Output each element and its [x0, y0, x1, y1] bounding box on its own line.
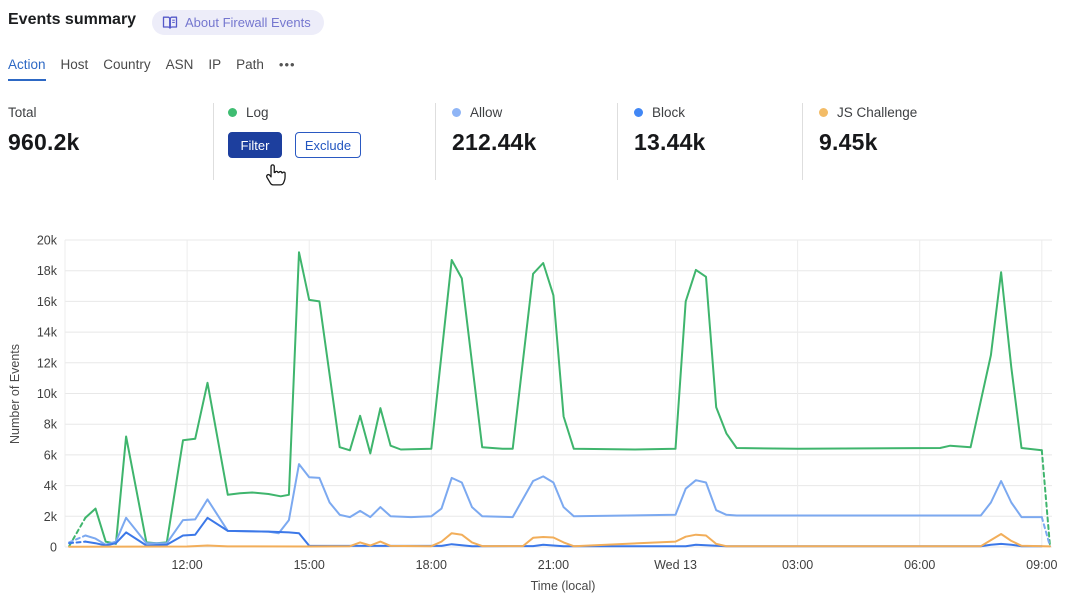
divider: [435, 103, 436, 180]
total-value: 960.2k: [8, 129, 80, 155]
svg-text:2k: 2k: [44, 510, 58, 524]
svg-text:16k: 16k: [37, 295, 58, 309]
book-icon: [162, 16, 178, 29]
svg-text:4k: 4k: [44, 479, 58, 493]
svg-text:03:00: 03:00: [782, 558, 813, 572]
tab-host[interactable]: Host: [60, 57, 89, 72]
stat-js-challenge[interactable]: JS Challenge 9.45k: [819, 105, 917, 156]
svg-text:Number of Events: Number of Events: [8, 344, 22, 444]
stat-allow[interactable]: Allow 212.44k: [452, 105, 537, 156]
svg-text:18:00: 18:00: [416, 558, 447, 572]
log-label: Log: [246, 105, 269, 120]
svg-text:8k: 8k: [44, 418, 58, 432]
svg-text:20k: 20k: [37, 234, 58, 248]
more-tabs-ellipsis-icon[interactable]: •••: [278, 57, 296, 72]
exclude-button[interactable]: Exclude: [295, 132, 361, 158]
events-time-series-chart[interactable]: 0 2k 4k 6k 8k 10k 12k 14k 16k 18k 20k 12:00 15:00 18:…: [0, 228, 1068, 598]
svg-text:15:00: 15:00: [294, 558, 325, 572]
block-legend-dot: [634, 108, 643, 117]
svg-text:10k: 10k: [37, 387, 58, 401]
tab-asn[interactable]: ASN: [165, 57, 194, 72]
svg-text:Wed 13: Wed 13: [654, 558, 697, 572]
divider: [617, 103, 618, 180]
tab-path[interactable]: Path: [236, 57, 264, 72]
log-legend-dot: [228, 108, 237, 117]
js-challenge-label: JS Challenge: [837, 105, 918, 120]
filter-button[interactable]: Filter: [228, 132, 282, 158]
svg-text:Time (local): Time (local): [531, 579, 596, 593]
allow-label: Allow: [470, 105, 503, 120]
js-challenge-value: 9.45k: [819, 129, 878, 155]
cursor-pointer-icon: [266, 164, 286, 186]
svg-text:18k: 18k: [37, 264, 58, 278]
svg-text:6k: 6k: [44, 448, 58, 462]
block-label: Block: [652, 105, 686, 120]
total-label: Total: [8, 105, 37, 120]
svg-text:12:00: 12:00: [171, 558, 202, 572]
block-value: 13.44k: [634, 129, 706, 155]
dimension-tabs: Action Host Country ASN IP Path •••: [8, 57, 296, 81]
stat-total: Total 960.2k: [8, 105, 80, 156]
js-challenge-legend-dot: [819, 108, 828, 117]
allow-value: 212.44k: [452, 129, 537, 155]
tab-country[interactable]: Country: [103, 57, 151, 72]
stat-log[interactable]: Log Filter Exclude: [228, 105, 361, 158]
about-badge-label: About Firewall Events: [185, 15, 311, 30]
divider: [213, 103, 214, 180]
about-firewall-events-link[interactable]: About Firewall Events: [152, 10, 324, 35]
svg-text:06:00: 06:00: [904, 558, 935, 572]
stat-block[interactable]: Block 13.44k: [634, 105, 706, 156]
page-title: Events summary: [8, 11, 137, 28]
tab-action[interactable]: Action: [8, 57, 46, 81]
svg-text:14k: 14k: [37, 326, 58, 340]
svg-text:12k: 12k: [37, 356, 58, 370]
svg-text:0: 0: [50, 541, 57, 555]
tab-ip[interactable]: IP: [208, 57, 222, 72]
svg-text:09:00: 09:00: [1026, 558, 1057, 572]
allow-legend-dot: [452, 108, 461, 117]
svg-text:21:00: 21:00: [538, 558, 569, 572]
divider: [802, 103, 803, 180]
